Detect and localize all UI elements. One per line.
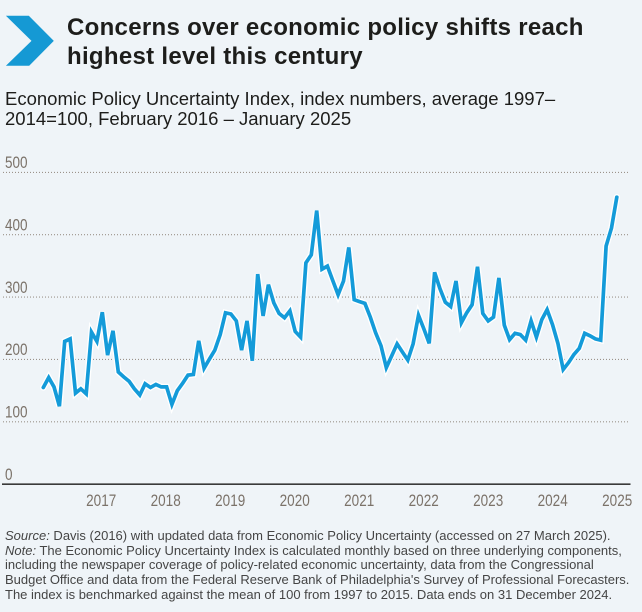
svg-text:2023: 2023	[473, 492, 503, 511]
svg-text:2021: 2021	[344, 492, 374, 511]
svg-text:100: 100	[5, 403, 28, 422]
svg-text:200: 200	[5, 341, 28, 360]
svg-text:2019: 2019	[215, 492, 245, 511]
svg-text:0: 0	[5, 466, 13, 485]
svg-text:2025: 2025	[602, 492, 632, 511]
svg-text:2024: 2024	[538, 492, 568, 511]
svg-text:300: 300	[5, 279, 28, 298]
svg-text:2017: 2017	[86, 492, 116, 511]
svg-text:2020: 2020	[280, 492, 310, 511]
svg-text:2018: 2018	[151, 492, 181, 511]
svg-text:400: 400	[5, 216, 28, 235]
svg-text:500: 500	[5, 154, 28, 173]
svg-text:2022: 2022	[409, 492, 439, 511]
